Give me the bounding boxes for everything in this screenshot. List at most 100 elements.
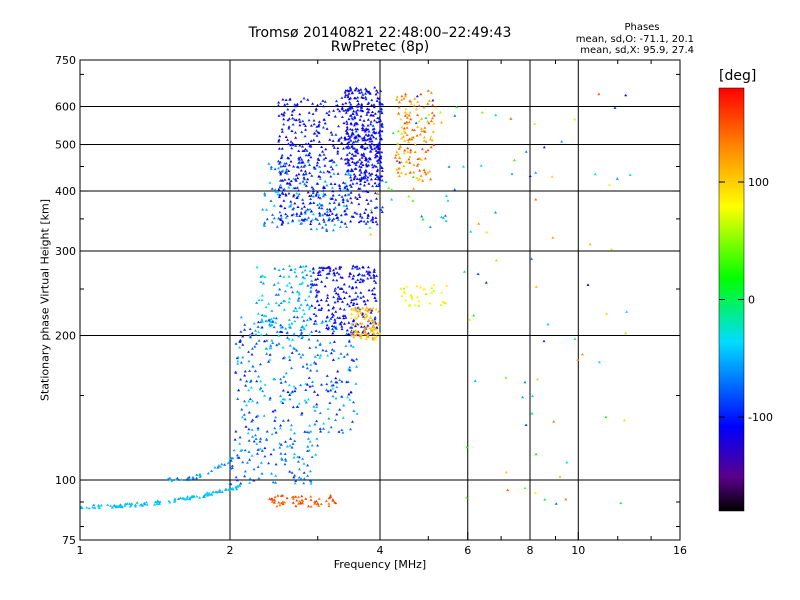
- data-point: [365, 198, 369, 201]
- data-point: [279, 165, 283, 168]
- data-point: [116, 505, 120, 508]
- data-point: [564, 497, 568, 501]
- data-point: [281, 325, 284, 329]
- data-point: [292, 165, 296, 168]
- data-point: [280, 112, 284, 116]
- data-point: [325, 111, 329, 115]
- data-point: [175, 476, 179, 480]
- data-point: [372, 273, 376, 276]
- data-point: [428, 169, 432, 173]
- data-point: [354, 134, 358, 138]
- data-point: [374, 337, 378, 341]
- data-point: [281, 179, 285, 182]
- data-point: [307, 142, 310, 145]
- data-point: [347, 285, 351, 288]
- data-point: [257, 330, 261, 334]
- data-point: [301, 201, 305, 205]
- data-point: [294, 306, 298, 310]
- data-point: [400, 132, 404, 135]
- data-point: [258, 440, 262, 443]
- data-point: [303, 212, 307, 215]
- data-point: [375, 99, 379, 102]
- data-point: [239, 482, 243, 485]
- data-point: [278, 446, 282, 449]
- data-point: [314, 345, 318, 349]
- data-point: [296, 176, 300, 180]
- data-point: [332, 146, 336, 149]
- colorbar-tick-label: -100: [748, 411, 773, 424]
- data-point: [271, 480, 275, 484]
- data-point: [310, 304, 314, 307]
- data-point: [303, 217, 307, 221]
- data-point: [399, 287, 403, 290]
- data-point: [274, 316, 278, 320]
- data-point: [465, 496, 468, 499]
- data-point: [224, 487, 228, 491]
- data-point: [349, 88, 353, 92]
- data-point: [378, 155, 382, 158]
- data-point: [325, 272, 329, 275]
- data-point: [412, 163, 416, 166]
- data-point: [285, 284, 289, 287]
- data-point: [247, 427, 251, 431]
- data-point: [405, 120, 409, 124]
- data-point: [332, 329, 336, 333]
- data-point: [332, 340, 336, 343]
- data-point: [332, 201, 336, 204]
- data-point: [325, 388, 328, 391]
- data-point: [321, 126, 325, 129]
- data-point: [315, 290, 319, 294]
- data-point: [327, 113, 331, 116]
- data-point: [301, 335, 305, 338]
- data-point: [402, 135, 405, 138]
- data-point: [337, 203, 341, 206]
- data-point: [318, 269, 322, 273]
- data-point: [327, 326, 331, 329]
- x-tick-label: 8: [527, 544, 534, 557]
- data-point: [297, 219, 301, 222]
- data-point: [348, 368, 352, 371]
- data-point: [287, 383, 291, 387]
- data-point: [439, 110, 442, 114]
- data-point: [296, 455, 300, 458]
- x-tick-label: 10: [571, 544, 585, 557]
- data-point: [325, 315, 329, 318]
- data-point: [373, 191, 377, 195]
- data-point: [295, 212, 299, 215]
- data-point: [404, 172, 408, 176]
- data-point: [316, 393, 320, 396]
- data-point: [279, 183, 282, 187]
- data-point: [417, 119, 421, 123]
- data-point: [440, 291, 444, 294]
- data-point: [309, 430, 313, 433]
- x-tick-label: 1: [77, 544, 84, 557]
- data-point: [324, 156, 328, 159]
- data-point: [318, 211, 321, 215]
- data-point: [331, 189, 335, 193]
- data-point: [364, 133, 368, 136]
- data-point: [573, 337, 577, 340]
- data-point: [251, 435, 255, 438]
- data-point: [330, 158, 334, 162]
- data-point: [252, 479, 256, 482]
- data-point: [322, 218, 326, 221]
- data-point: [418, 169, 422, 172]
- data-point: [332, 207, 336, 211]
- data-point: [219, 465, 223, 468]
- data-point: [347, 332, 351, 335]
- data-point: [278, 330, 282, 333]
- data-point: [279, 171, 283, 174]
- data-point: [364, 87, 368, 90]
- data-point: [423, 170, 427, 174]
- data-point: [431, 103, 435, 107]
- data-point: [422, 135, 426, 139]
- data-point: [245, 403, 248, 407]
- data-point: [318, 330, 321, 333]
- data-point: [229, 467, 233, 470]
- data-point: [396, 129, 400, 133]
- data-point: [346, 380, 350, 383]
- data-point: [377, 97, 381, 100]
- data-point: [372, 279, 376, 282]
- data-point: [420, 214, 424, 218]
- data-point: [293, 389, 297, 393]
